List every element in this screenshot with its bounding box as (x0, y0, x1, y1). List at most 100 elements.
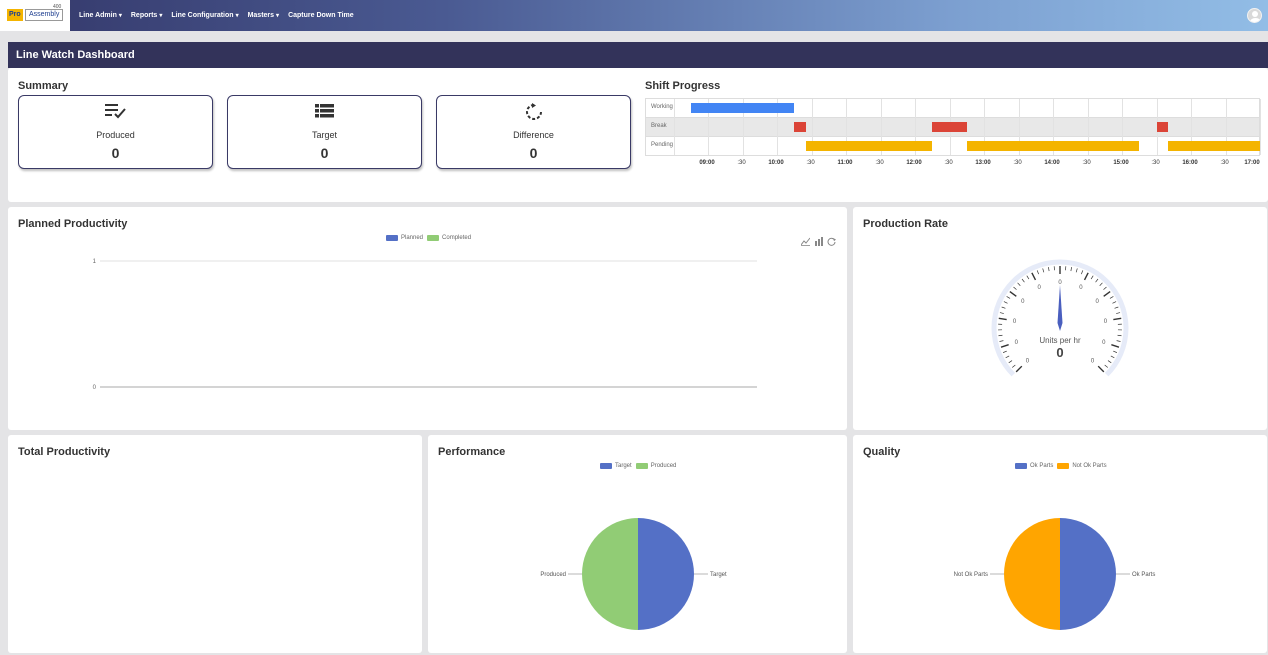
gauge-tick (1001, 306, 1006, 309)
production-rate-title: Production Rate (863, 218, 948, 230)
gauge-tick (1114, 306, 1119, 309)
gantt-grid-line (984, 99, 985, 155)
quality-legend: Ok Parts Not Ok Parts (1015, 463, 1111, 469)
gauge-value: 0 (1056, 345, 1063, 360)
shift-axis-tick: :30 (1082, 160, 1091, 166)
menu-masters[interactable]: Masters ▾ (248, 12, 279, 19)
shift-axis-tick: 14:00 (1044, 160, 1060, 166)
row-label: Break (651, 123, 667, 129)
gantt-bar-break[interactable] (794, 122, 806, 132)
gauge-arc (991, 259, 1129, 377)
gauge-tick (1012, 364, 1016, 368)
gantt-grid-line (1191, 99, 1192, 155)
gauge-tick (1112, 301, 1117, 304)
gantt-grid-line (1260, 99, 1261, 155)
legend-item[interactable]: Produced (635, 463, 676, 469)
logo-pro-text: Pro (7, 9, 23, 21)
gauge-needle (1057, 285, 1063, 331)
gantt-bar-pending[interactable] (966, 141, 1140, 151)
shift-axis-tick: 13:00 (975, 160, 991, 166)
page-title: Line Watch Dashboard (8, 42, 1268, 68)
gauge-tick (1009, 290, 1017, 297)
legend-item[interactable]: Completed (427, 235, 471, 241)
gauge-tick (1090, 275, 1094, 280)
gantt-bar-break[interactable] (1156, 122, 1168, 132)
y-tick-label: 1 (93, 259, 97, 265)
shift-axis-tick: :30 (1151, 160, 1160, 166)
produced-card[interactable]: Produced 0 (18, 95, 213, 169)
gauge-tick (1003, 301, 1008, 304)
gantt-bar-break[interactable] (932, 122, 967, 132)
gauge-tick (1113, 350, 1118, 353)
summary-title: Summary (18, 80, 69, 92)
gauge-tick (1103, 290, 1111, 297)
menu-label: Capture Down Time (288, 12, 354, 19)
gauge-tick (1026, 275, 1030, 280)
user-avatar-icon[interactable] (1247, 8, 1262, 23)
shift-axis-tick: :30 (944, 160, 953, 166)
app-logo[interactable]: Pro Assembly 400 (0, 0, 70, 31)
line-chart-icon[interactable] (800, 237, 811, 248)
gauge-tick (1081, 270, 1084, 275)
pie-slice-not-ok-parts (1004, 518, 1060, 630)
pie-slice-ok-parts (1060, 518, 1116, 630)
chevron-down-icon: ▾ (276, 13, 280, 19)
difference-card[interactable]: Difference 0 (436, 95, 631, 169)
pie-slice-produced (582, 518, 638, 630)
menu-capture-down-time[interactable]: Capture Down Time (288, 12, 354, 19)
gantt-grid-line (1018, 99, 1020, 155)
legend-label: Target (615, 463, 632, 469)
gauge-tick (1083, 272, 1089, 281)
gantt-bar-pending[interactable] (805, 141, 933, 151)
refresh-dashed-icon (437, 103, 630, 121)
pie-label-target: Target (710, 572, 727, 578)
gauge-tick (1015, 365, 1023, 373)
gantt-grid-line (673, 99, 675, 155)
gauge-tick-label: 0 (1104, 319, 1108, 325)
menu-reports[interactable]: Reports ▾ (131, 12, 162, 19)
gantt-bar-pending[interactable] (1168, 141, 1260, 151)
legend-swatch (386, 235, 398, 241)
gauge-tick (1116, 312, 1121, 314)
shift-axis-tick: 16:00 (1182, 160, 1198, 166)
gauge-tick (1070, 267, 1072, 272)
gauge-tick-label: 0 (1026, 359, 1030, 365)
planned-productivity-title: Planned Productivity (18, 218, 128, 230)
gauge-tick (1107, 360, 1112, 364)
shift-axis-tick: 12:00 (906, 160, 922, 166)
planned-legend: Planned Completed (386, 235, 475, 241)
gauge-tick-label: 0 (1037, 285, 1041, 291)
gantt-row-working: Working (646, 99, 1259, 118)
gantt-grid-line (742, 99, 744, 155)
legend-swatch (600, 463, 612, 469)
gauge-tick (1006, 296, 1011, 299)
shift-axis-tick: :30 (806, 160, 815, 166)
bar-chart-icon[interactable] (814, 237, 823, 248)
gantt-grid-line (1122, 99, 1123, 155)
restore-icon[interactable] (827, 237, 836, 248)
shift-axis-tick: 10:00 (768, 160, 784, 166)
gantt-grid-line (846, 99, 847, 155)
legend-item[interactable]: Ok Parts (1015, 463, 1053, 469)
shift-axis-tick: 17:00 (1244, 160, 1260, 166)
gauge-tick-label: 0 (1091, 359, 1095, 365)
legend-swatch (1057, 463, 1070, 469)
legend-item[interactable]: Not Ok Parts (1057, 463, 1107, 469)
shift-axis-tick: :30 (737, 160, 746, 166)
legend-item[interactable]: Planned (386, 235, 423, 241)
legend-item[interactable]: Target (600, 463, 632, 469)
menu-line-admin[interactable]: Line Admin ▾ (79, 12, 122, 19)
legend-label: Not Ok Parts (1072, 463, 1107, 469)
gauge-tick-label: 0 (1102, 340, 1106, 346)
gantt-bar-working[interactable] (690, 103, 795, 113)
gauge-tick-label: 0 (1021, 299, 1025, 305)
gauge-tick-label: 0 (1013, 319, 1017, 325)
gauge-tick (1036, 270, 1039, 275)
gauge-tick (1110, 355, 1115, 359)
gauge-tick (1104, 364, 1108, 368)
menu-line-configuration[interactable]: Line Configuration ▾ (171, 12, 238, 19)
target-card[interactable]: Target 0 (227, 95, 422, 169)
legend-label: Planned (401, 235, 424, 241)
gantt-row-pending: Pending (646, 137, 1259, 156)
gauge-tick (1116, 340, 1121, 342)
